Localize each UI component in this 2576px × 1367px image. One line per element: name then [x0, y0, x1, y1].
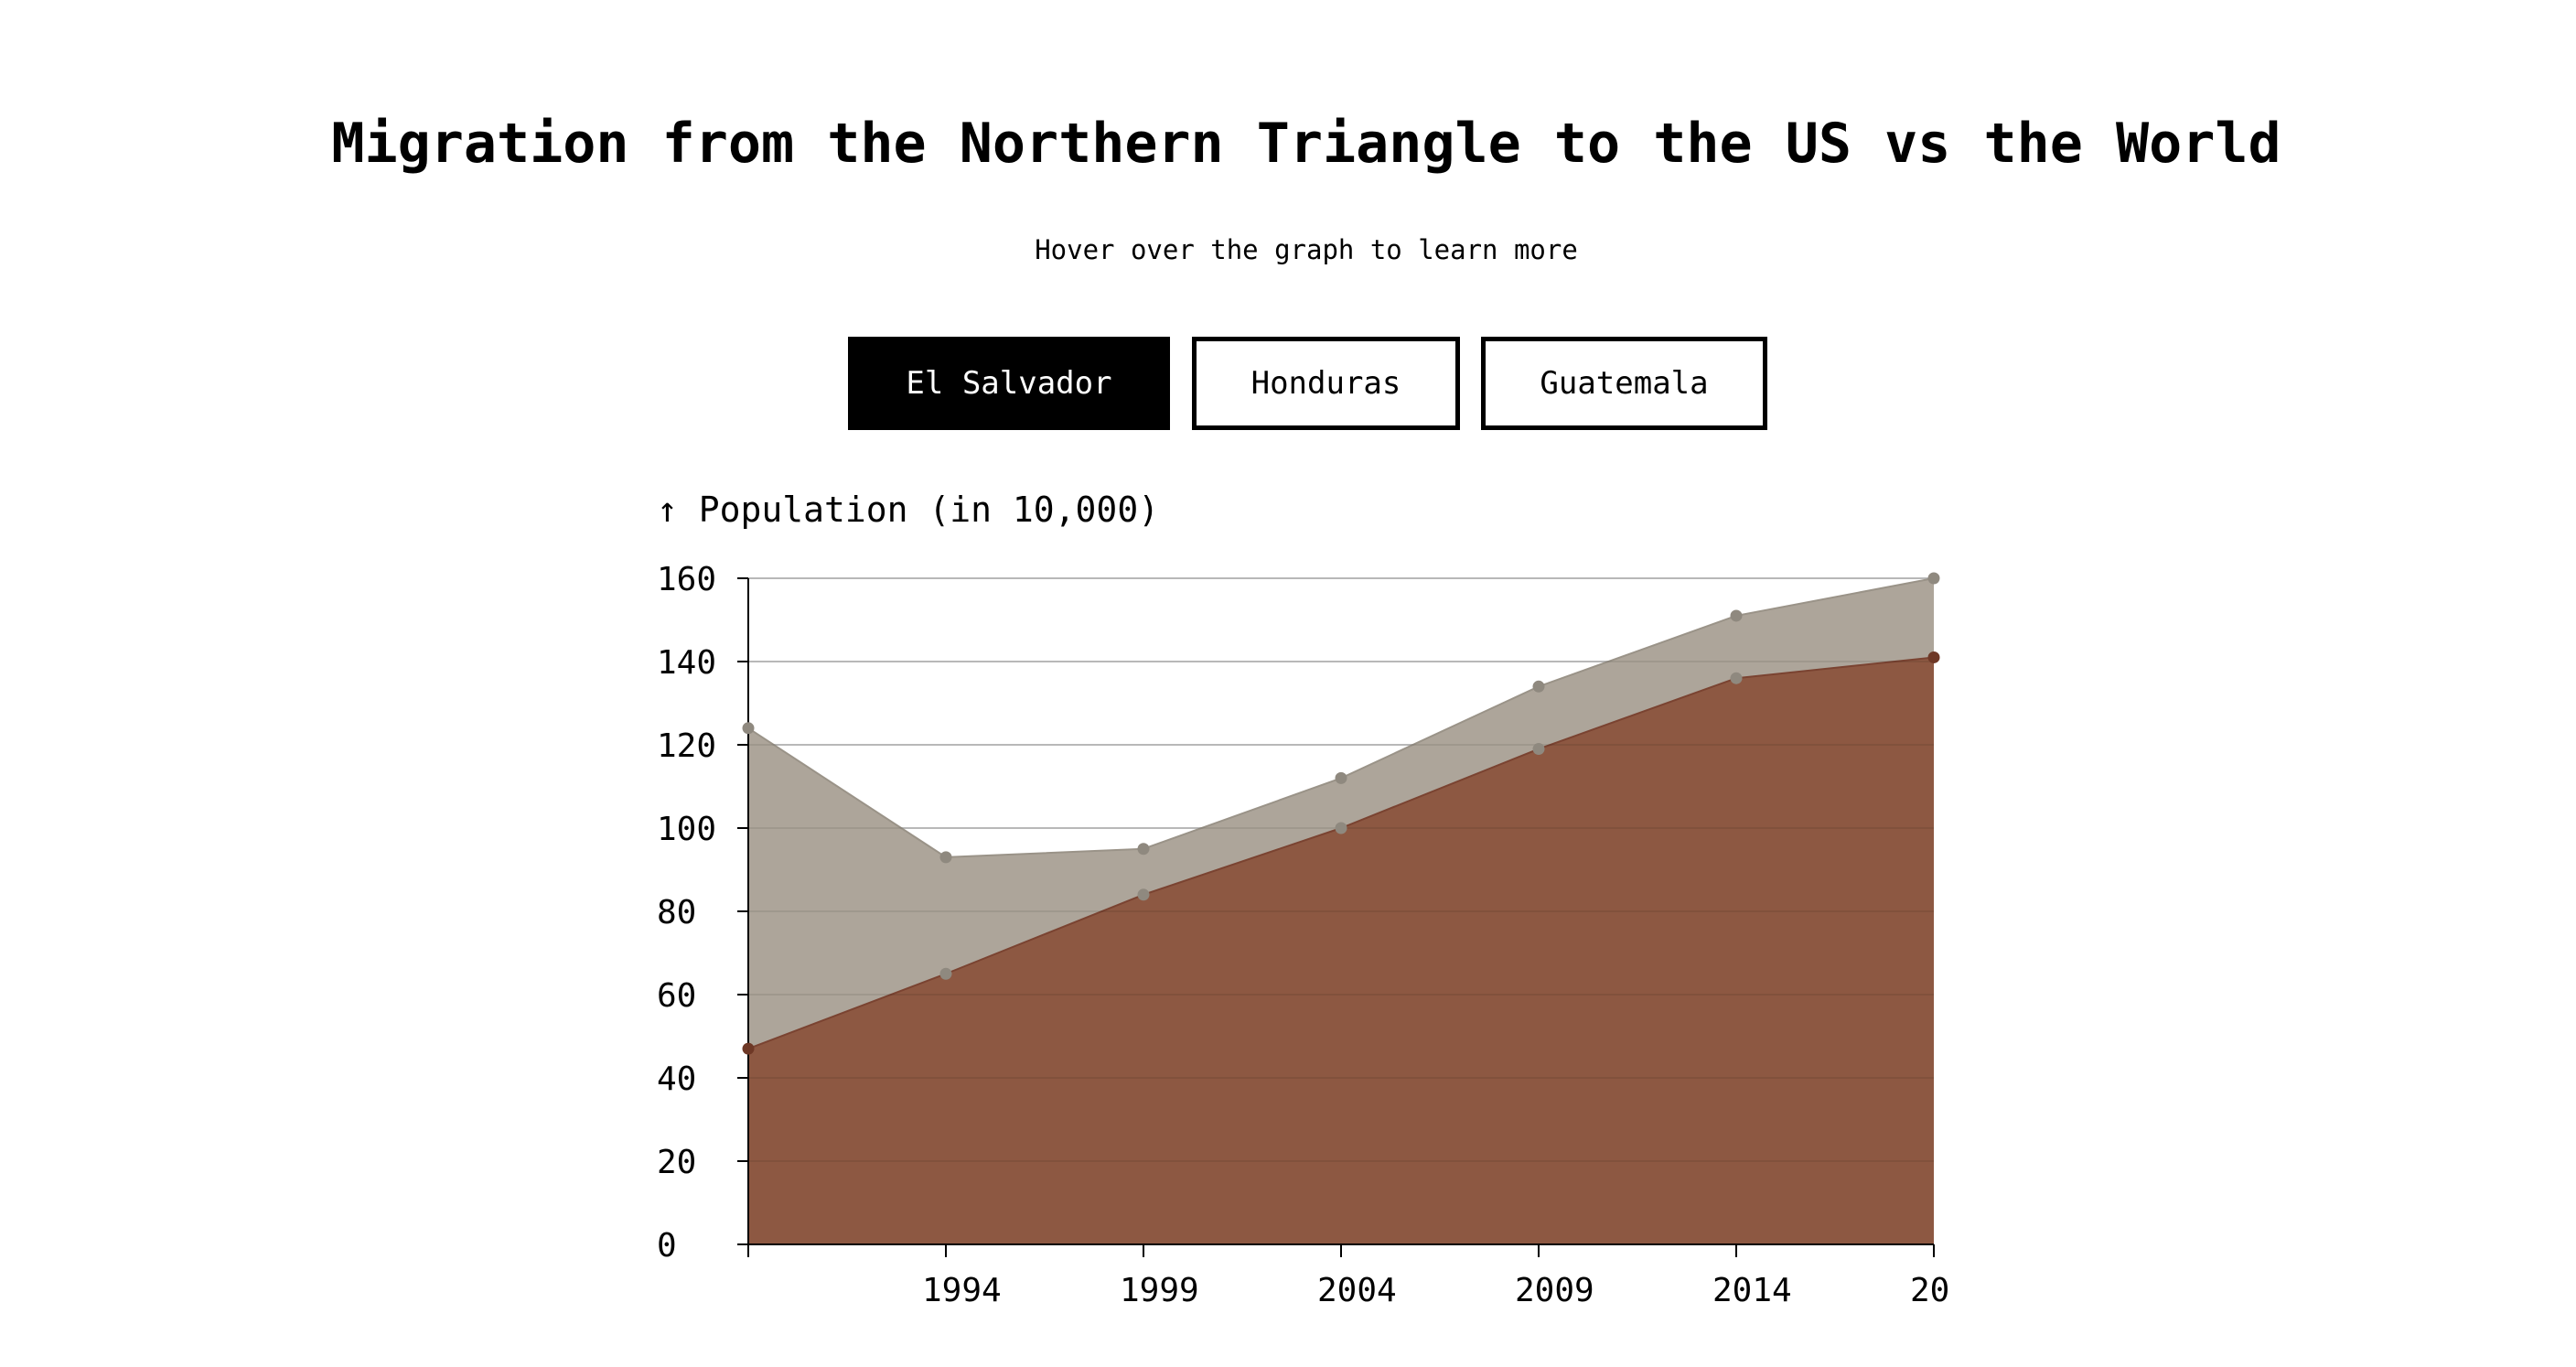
y-tick-label: 100 — [657, 811, 716, 848]
y-tick-label: 0 — [657, 1227, 677, 1265]
page-title: Migration from the Northern Triangle to … — [331, 112, 2281, 176]
series-areas[interactable] — [747, 577, 1935, 1244]
us-point[interactable] — [1335, 822, 1347, 834]
y-tick-label: 20 — [657, 1144, 696, 1181]
world-point[interactable] — [1532, 680, 1545, 693]
el-salvador-button[interactable]: El Salvador — [848, 337, 1170, 430]
x-tick-label: 1999 — [1120, 1272, 1199, 1309]
y-axis-label: ↑ Population (in 10,000) — [657, 490, 1159, 530]
world-point[interactable] — [1927, 572, 1940, 585]
country-selector: El Salvador Honduras Guatemala — [0, 337, 2576, 430]
page-subtitle: Hover over the graph to learn more — [1035, 234, 1578, 265]
world-point[interactable] — [1335, 771, 1347, 784]
world-point[interactable] — [742, 722, 755, 735]
y-tick-label: 160 — [657, 561, 716, 598]
y-tick-label: 120 — [657, 727, 716, 765]
y-tick-label: 140 — [657, 644, 716, 682]
world-point[interactable] — [1730, 609, 1743, 622]
y-tick-label: 80 — [657, 894, 696, 931]
x-tick-label: 1994 — [922, 1272, 1002, 1309]
honduras-button[interactable]: Honduras — [1192, 337, 1460, 430]
x-tick-label: 2009 — [1515, 1272, 1594, 1309]
x-tick-label: 2004 — [1317, 1272, 1397, 1309]
axes: 0 20 40 60 80 100 120 140 160 1994 1999 2004 2009 201… — [657, 561, 1949, 1309]
y-tick-label: 60 — [657, 977, 696, 1015]
x-tick-label: 20 — [1910, 1272, 1949, 1309]
us-point[interactable] — [939, 967, 952, 980]
world-point[interactable] — [1137, 843, 1150, 856]
us-point[interactable] — [1137, 888, 1150, 901]
us-point[interactable] — [1730, 672, 1743, 684]
us-point[interactable] — [1927, 651, 1940, 663]
guatemala-button[interactable]: Guatemala — [1481, 337, 1767, 430]
x-tick-label: 2014 — [1712, 1272, 1792, 1309]
world-point[interactable] — [939, 851, 952, 864]
us-point[interactable] — [1532, 743, 1545, 756]
us-point[interactable] — [742, 1042, 755, 1055]
us-area[interactable] — [748, 657, 1934, 1244]
data-points[interactable] — [742, 572, 1940, 1055]
y-tick-label: 40 — [657, 1060, 696, 1098]
